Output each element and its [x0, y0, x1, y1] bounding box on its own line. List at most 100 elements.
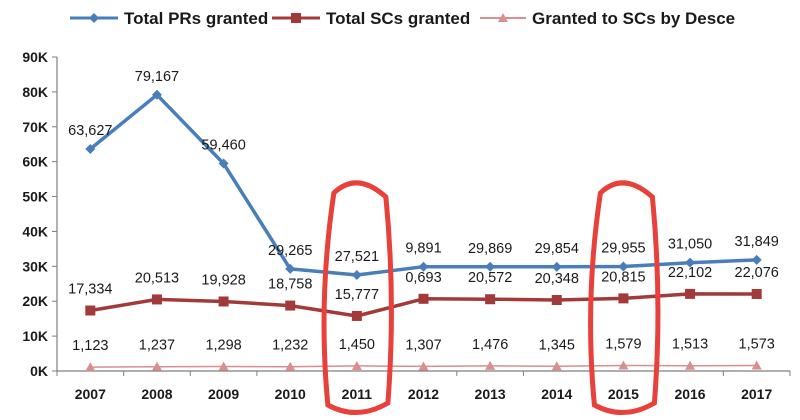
data-point — [685, 257, 696, 268]
legend-label-descent: Granted to SCs by Desce — [532, 9, 735, 28]
y-tick-label: 70K — [22, 119, 48, 135]
highlight-oval — [321, 180, 394, 416]
data-label: 22,076 — [735, 265, 779, 281]
data-label: 79,167 — [135, 69, 179, 85]
data-point — [685, 360, 696, 370]
data-point — [151, 361, 162, 371]
data-label: 17,334 — [68, 282, 112, 298]
legend-item-descent: Granted to SCs by Desce — [480, 9, 735, 28]
x-tick-label: 2013 — [475, 386, 506, 402]
y-tick-label: 60K — [22, 154, 48, 170]
data-point — [85, 144, 96, 155]
data-label: 1,307 — [405, 337, 441, 353]
data-label: 31,849 — [735, 234, 779, 250]
data-point — [551, 261, 562, 272]
legend-label-total-prs: Total PRs granted — [124, 9, 268, 28]
data-point — [485, 294, 496, 305]
data-point — [85, 362, 96, 372]
x-tick-label: 2015 — [608, 386, 639, 402]
data-point — [418, 261, 429, 272]
data-point — [351, 269, 362, 280]
y-tick-label: 0K — [30, 363, 48, 379]
data-label: 1,345 — [539, 337, 575, 353]
y-tick-label: 50K — [22, 189, 48, 205]
data-label: 20,815 — [601, 269, 645, 285]
x-tick-label: 2017 — [741, 386, 772, 402]
data-point — [751, 254, 762, 265]
legend-item-total-prs: Total PRs granted — [70, 9, 268, 28]
data-point — [285, 361, 296, 371]
data-point — [351, 360, 362, 370]
data-label: 1,513 — [672, 337, 708, 353]
y-tick-label: 80K — [22, 84, 48, 100]
data-label: 20,348 — [535, 271, 579, 287]
data-point — [285, 263, 296, 274]
data-label: 20,513 — [135, 270, 179, 286]
data-point — [551, 361, 562, 371]
data-label: 1,123 — [72, 338, 108, 354]
data-point — [285, 300, 296, 311]
data-label: 20,572 — [468, 270, 512, 286]
legend-marker-triangle — [498, 13, 508, 22]
data-point — [151, 89, 162, 100]
x-tick-label: 2012 — [408, 386, 439, 402]
x-tick-label: 2014 — [541, 386, 572, 402]
legend: Total PRs granted Total SCs granted Gran… — [70, 9, 735, 28]
y-tick-label: 20K — [22, 293, 48, 309]
data-label: 29,955 — [601, 240, 645, 256]
data-point — [351, 310, 362, 321]
legend-marker-diamond — [89, 13, 99, 23]
data-label: 63,627 — [68, 123, 112, 139]
data-label: 29,265 — [268, 243, 312, 259]
data-label: 1,298 — [205, 337, 241, 353]
data-label: 31,050 — [668, 237, 712, 253]
data-label: 27,521 — [335, 249, 379, 265]
data-point — [218, 361, 229, 371]
series-0 — [85, 89, 762, 280]
data-label: 1,573 — [739, 337, 775, 353]
data-point — [418, 293, 429, 304]
x-tick-label: 2009 — [208, 386, 239, 402]
data-point — [151, 294, 162, 305]
x-tick-label: 2016 — [674, 386, 705, 402]
data-point — [85, 305, 96, 316]
data-labels: 63,627 79,167 59,460 29,265 27,521 9,891 29,86… — [68, 69, 779, 354]
y-tick-label: 90K — [22, 49, 48, 65]
y-tick-label: 40K — [22, 223, 48, 239]
y-tick-label: 10K — [22, 328, 48, 344]
data-label: 59,460 — [201, 138, 245, 154]
series-layer — [85, 89, 762, 372]
data-point — [218, 158, 229, 169]
series-2 — [85, 360, 762, 372]
data-point — [551, 295, 562, 306]
highlight-annotations — [321, 180, 661, 416]
data-label: 1,476 — [472, 337, 508, 353]
data-label: 9,891 — [405, 241, 441, 257]
data-label: 1,232 — [272, 338, 308, 354]
data-label: 29,854 — [535, 241, 579, 257]
axes: 0K 10K 20K 30K 40K 50K 60K 70K 80K 90K 2007 2008 200… — [22, 49, 791, 402]
data-point — [751, 288, 762, 299]
legend-label-total-scs: Total SCs granted — [326, 9, 470, 28]
legend-marker-square — [291, 13, 301, 23]
data-point — [618, 360, 629, 370]
series-1 — [85, 288, 762, 321]
x-tick-label: 2011 — [342, 386, 373, 402]
data-point — [751, 360, 762, 370]
x-tick-label: 2007 — [75, 386, 106, 402]
data-label: 22,102 — [668, 265, 712, 281]
y-tick-label: 30K — [22, 258, 48, 274]
x-tick-label: 2010 — [275, 386, 306, 402]
data-label: 29,869 — [468, 241, 512, 257]
data-label: 1,579 — [605, 336, 641, 352]
data-label: 18,758 — [268, 277, 312, 293]
data-point — [618, 261, 629, 272]
data-label: 15,777 — [335, 287, 379, 303]
data-label: 19,928 — [201, 272, 245, 288]
highlight-oval — [588, 180, 661, 416]
legend-item-total-scs: Total SCs granted — [272, 9, 470, 28]
data-label: 0,693 — [405, 270, 441, 286]
data-point — [618, 293, 629, 304]
data-point — [218, 296, 229, 307]
